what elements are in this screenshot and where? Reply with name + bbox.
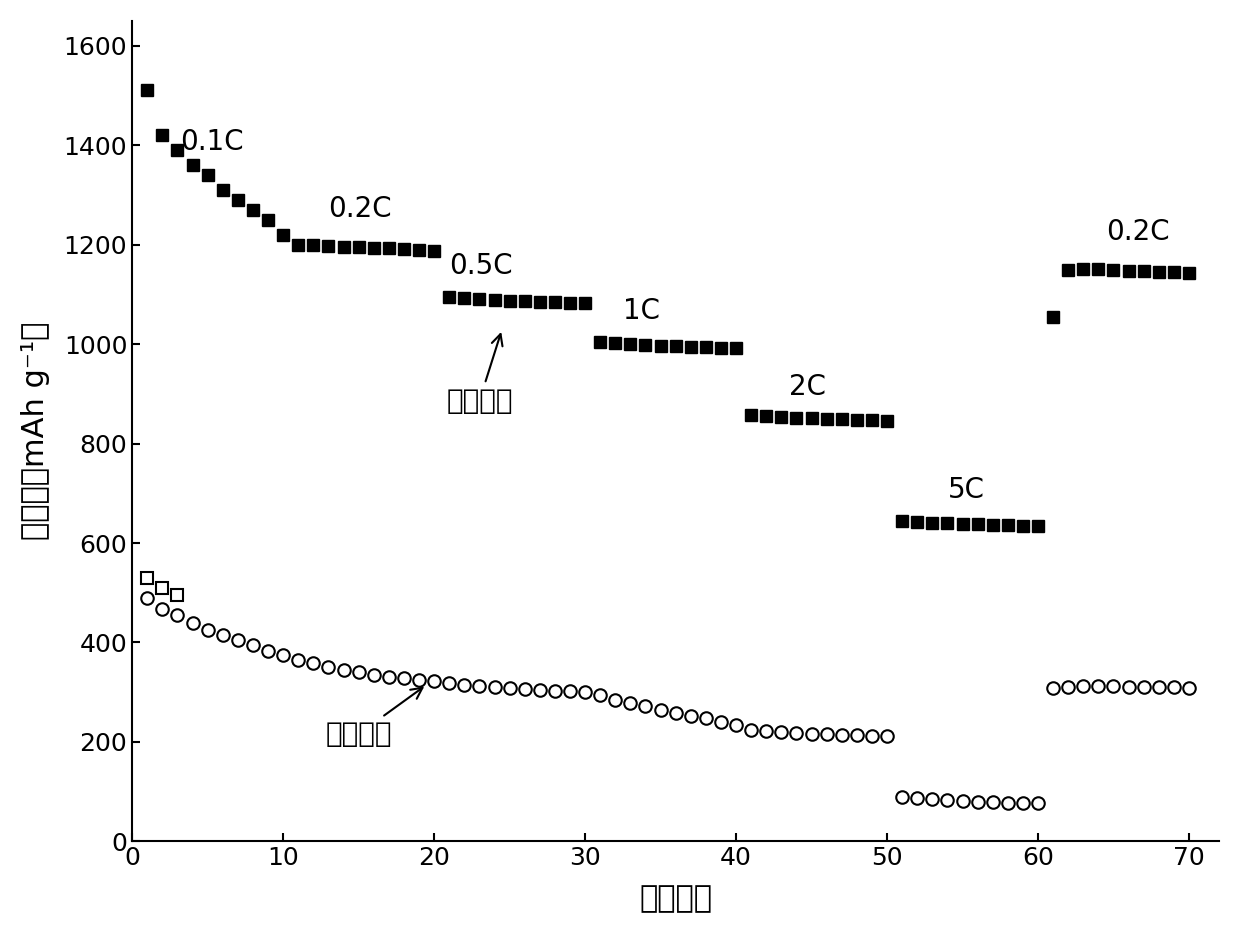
Y-axis label: 比容量（mAh g⁻¹）: 比容量（mAh g⁻¹） <box>21 322 50 540</box>
Text: 涂层隔膜: 涂层隔膜 <box>446 334 512 415</box>
Text: 0.1C: 0.1C <box>181 128 244 156</box>
Text: 0.2C: 0.2C <box>329 195 392 223</box>
Text: 常规隔膜: 常规隔膜 <box>325 687 423 748</box>
Text: 0.2C: 0.2C <box>1106 218 1169 246</box>
Text: 0.5C: 0.5C <box>449 252 513 280</box>
Text: 1C: 1C <box>622 297 660 325</box>
Text: 2C: 2C <box>789 374 826 402</box>
X-axis label: 循环次数: 循环次数 <box>639 884 712 913</box>
Text: 5C: 5C <box>947 476 985 504</box>
